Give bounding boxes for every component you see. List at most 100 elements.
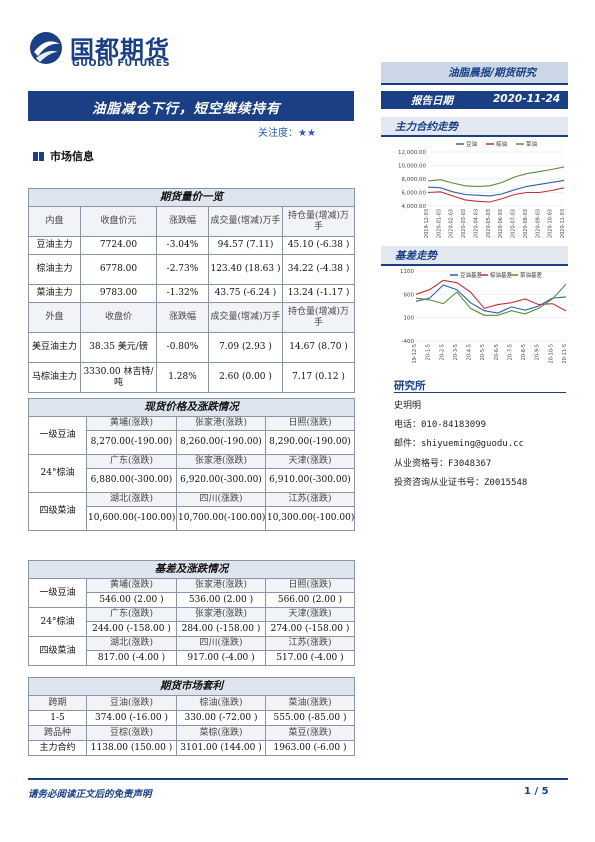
- legend-label: 菜油基差: [520, 271, 543, 279]
- table-cell: 6,880.00(-300.00): [86, 468, 177, 493]
- series-line-2: [415, 283, 567, 316]
- table-cell: 7724.00: [80, 236, 157, 255]
- table-cell: 123.40 (18.63 ): [208, 254, 283, 285]
- table-header: 日照(涨跌): [265, 578, 355, 593]
- table-cell: 24°棕油: [28, 607, 87, 637]
- report-date-label: 报告日期: [411, 95, 453, 107]
- series-line-2: [427, 166, 565, 187]
- y-tick-label: 100: [404, 316, 415, 322]
- table-cell: 6,920.00(-300.00): [176, 468, 266, 493]
- y-tick-label: 1100: [400, 269, 414, 275]
- table-header: 持仓量(增减)万手: [281, 206, 356, 237]
- table-cell: 7.17 (0.12 ): [281, 362, 356, 393]
- table-cell: 2.60 (0.00 ): [208, 362, 283, 393]
- table-header: 跨品种: [28, 725, 87, 741]
- page-number: 1 / 5: [524, 786, 549, 797]
- table-cell: 330.00 (-72.00 ): [176, 710, 266, 726]
- table-cell: 美豆油主力: [28, 332, 81, 363]
- series-line-1: [415, 279, 567, 312]
- table-cell: -0.80%: [156, 332, 209, 363]
- legend-label: 棕油基差: [490, 271, 513, 279]
- x-tick-label: 20-4-5: [467, 344, 473, 360]
- table-header: 跨期: [28, 695, 87, 711]
- table-header: 天津(涨跌): [265, 607, 355, 622]
- table-header: 张家港(涨跌): [176, 416, 266, 431]
- table-cell: 43.75 (-6.24 ): [208, 284, 283, 303]
- table-header: 成交量(增减)万手: [208, 302, 283, 333]
- table-cell: 主力合约: [28, 740, 87, 756]
- table-cell: 274.00 (-158.00 ): [265, 621, 355, 637]
- disclaimer-note[interactable]: 请务必阅读正文后的免责声明: [28, 789, 152, 800]
- table-cell: 1.28%: [156, 362, 209, 393]
- table-header: 天津(涨跌): [265, 454, 355, 469]
- x-tick-label: 2020-08-03: [523, 209, 529, 238]
- footer-divider: [28, 778, 568, 780]
- table-header: 张家港(涨跌): [176, 607, 266, 622]
- table-cell: 10,300.00(-100.00): [265, 506, 355, 531]
- table-cell: 1963.00 (-6.00 ): [265, 740, 355, 756]
- table-cell: 3330.00 林吉特/吨: [80, 362, 157, 393]
- table-cell: 94.57 (7.11): [208, 236, 283, 255]
- table-cell: 45.10 (-6.38 ): [281, 236, 356, 255]
- x-tick-label: 2020-10-03: [548, 209, 554, 238]
- table-header: 广东(涨跌): [86, 607, 177, 622]
- table-cell: 四级菜油: [28, 636, 87, 666]
- table-header: 黄埔(涨跌): [86, 578, 177, 593]
- spot-price-table: 现货价格及涨跌情况 一级豆油 黄埔(涨跌) 张家港(涨跌) 日照(涨跌) 8,2…: [28, 398, 355, 531]
- legend-label: 豆油: [466, 140, 478, 148]
- spot-heading: 现货价格及涨跌情况: [28, 398, 355, 417]
- table-cell: 6,910.00(-300.00): [265, 468, 355, 493]
- table-cell: 7.09 (2.93 ): [208, 332, 283, 363]
- basis-heading: 基差及涨跌情况: [28, 560, 355, 579]
- series-line-0: [415, 284, 567, 314]
- table-header: 菜豆(涨跌): [265, 725, 355, 741]
- x-tick-label: 20-11-5: [562, 344, 568, 364]
- table-cell: 10,600.00(-100.00): [86, 506, 177, 531]
- table-cell: 棕油主力: [28, 254, 81, 285]
- table-cell: 374.00 (-16.00 ): [86, 710, 177, 726]
- table-cell: 10,700.00(-100.00): [176, 506, 266, 531]
- main-trend-heading: 主力合约走势: [395, 121, 458, 133]
- table-cell: 豆油主力: [28, 236, 81, 255]
- table-cell: 38.35 美元/磅: [80, 332, 157, 363]
- x-tick-label: 2020-05-03: [486, 209, 492, 238]
- table-header: 张家港(涨跌): [176, 578, 266, 593]
- table-cell: 917.00 (-4.00 ): [176, 650, 266, 666]
- table-cell: -1.32%: [156, 284, 209, 303]
- table-cell: 9783.00: [80, 284, 157, 303]
- x-tick-label: 20-7-5: [507, 344, 513, 360]
- futures-heading: 期货量价一览: [27, 188, 356, 207]
- table-header: 四川(涨跌): [176, 492, 266, 507]
- series-line-1: [427, 187, 565, 203]
- logo-english-name: GUODU FUTURES: [72, 58, 171, 69]
- table-header: 张家港(涨跌): [176, 454, 266, 469]
- table-header: 内盘: [28, 206, 81, 237]
- y-tick-label: 10,000.00: [398, 164, 426, 170]
- table-cell: 244.00 (-158.00 ): [86, 621, 177, 637]
- y-tick-label: 4,000.00: [402, 204, 427, 210]
- table-cell: 马棕油主力: [28, 362, 81, 393]
- consulting-certificate: 投资咨询从业证书号：Z0015548: [394, 478, 528, 488]
- table-header: 收盘价: [80, 302, 157, 333]
- x-tick-label: 20-9-5: [535, 344, 541, 360]
- attention-stars: ★★: [298, 128, 316, 139]
- report-date-bar: 报告日期 2020-11-24: [381, 91, 568, 109]
- table-cell: 546.00 (2.00 ): [86, 592, 177, 608]
- title-bar: 油脂减仓下行，短空继续持有: [28, 91, 354, 121]
- arbitrage-heading: 期货市场套利: [28, 677, 355, 696]
- table-header: 棕油(涨跌): [176, 695, 266, 711]
- y-tick-label: 12,000.00: [398, 150, 426, 156]
- analyst-email[interactable]: 邮件：shiyueming@guodu.cc: [394, 439, 524, 449]
- qualification-number: 从业资格号：F3048367: [394, 459, 492, 469]
- table-header: 江苏(涨跌): [265, 492, 355, 507]
- table-header: 菜棕(涨跌): [176, 725, 266, 741]
- basis-trend-heading-bar: 基差走势: [381, 246, 568, 266]
- table-cell: 四级菜油: [28, 492, 87, 531]
- logo-chinese-name: 国都期货: [70, 36, 170, 64]
- y-tick-label: 600: [404, 292, 415, 298]
- report-date: 2020-11-24: [493, 93, 561, 105]
- x-tick-label: 2019-12-03: [424, 209, 430, 238]
- x-tick-label: 2020-09-03: [535, 209, 541, 238]
- table-header: 豆油(涨跌): [86, 695, 177, 711]
